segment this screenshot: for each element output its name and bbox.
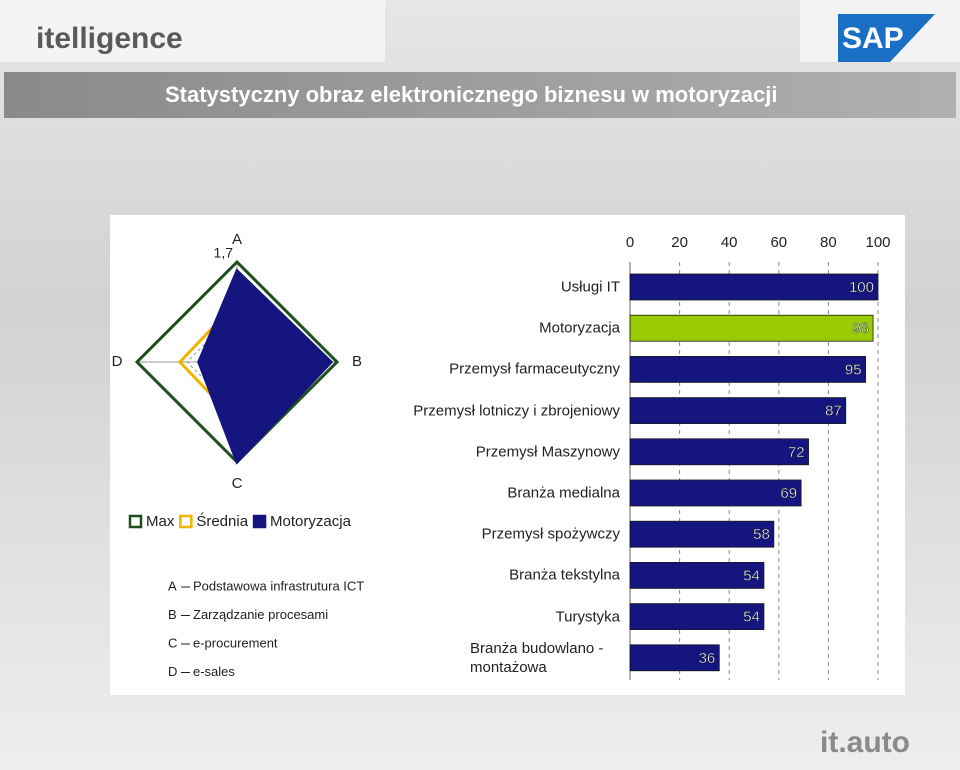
legend-swatch bbox=[252, 514, 267, 529]
sap-logo-shape bbox=[838, 14, 935, 62]
note-key: D bbox=[168, 664, 177, 679]
value-label: 87 bbox=[825, 403, 842, 420]
legend-swatch bbox=[128, 514, 143, 529]
value-label: 58 bbox=[753, 526, 770, 543]
x-tick-label: 100 bbox=[865, 234, 890, 251]
legend-label: Motoryzacja bbox=[270, 513, 352, 530]
value-label: 98 bbox=[852, 320, 869, 337]
note-text: Podstawowa infrastrutura ICT bbox=[193, 578, 364, 593]
bar bbox=[629, 438, 809, 466]
value-label: 69 bbox=[780, 485, 797, 502]
value-label: 100 bbox=[849, 279, 874, 296]
bar bbox=[629, 273, 879, 301]
logo-box bbox=[0, 0, 385, 62]
axis-label: A bbox=[232, 231, 242, 248]
category-label: Przemysł farmaceutyczny bbox=[449, 360, 620, 378]
note-key: A bbox=[168, 578, 177, 593]
note-text: e-sales bbox=[193, 664, 235, 679]
category-label: Przemysł Maszynowy bbox=[475, 443, 620, 461]
bar bbox=[629, 520, 775, 548]
bar bbox=[629, 644, 720, 672]
slide-title: Statystyczny obraz elektronicznego bizne… bbox=[165, 82, 778, 107]
x-tick-label: 80 bbox=[820, 234, 837, 251]
radial-tick-label: 1,7 bbox=[214, 245, 234, 261]
x-tick-label: 40 bbox=[721, 234, 738, 251]
bar bbox=[629, 603, 765, 630]
category-label: Turystyka bbox=[555, 608, 620, 626]
note-text: Zarządzanie procesami bbox=[193, 607, 328, 622]
x-tick-label: 0 bbox=[626, 234, 634, 251]
bar bbox=[629, 562, 765, 589]
category-label: Branża tekstylna bbox=[509, 566, 620, 584]
category-label: Przemysł spożywczy bbox=[481, 525, 620, 543]
value-label: 54 bbox=[743, 567, 760, 584]
category-label: Branża medialna bbox=[507, 484, 620, 502]
radar-series bbox=[197, 268, 334, 465]
legend-swatch bbox=[179, 514, 193, 529]
value-label: 54 bbox=[743, 609, 760, 626]
axis-label: C bbox=[232, 475, 243, 492]
value-label: 95 bbox=[845, 361, 862, 378]
note-text: e-procurement bbox=[193, 635, 278, 650]
logo-left: itelligence bbox=[36, 22, 183, 55]
bar bbox=[629, 314, 874, 342]
bar bbox=[629, 355, 867, 383]
axis-label: B bbox=[352, 353, 362, 370]
legend-label: Średnia bbox=[196, 512, 248, 530]
x-tick-label: 60 bbox=[770, 234, 787, 251]
axis-label: D bbox=[112, 353, 123, 370]
category-label: Branża budowlano - montażowa bbox=[470, 639, 604, 676]
value-label: 36 bbox=[699, 650, 716, 667]
category-label: Usługi IT bbox=[560, 278, 620, 296]
value-label: 72 bbox=[788, 444, 805, 461]
legend-label: Max bbox=[146, 513, 175, 530]
bar bbox=[629, 397, 847, 425]
note-key: B bbox=[168, 607, 177, 622]
category-label: Motoryzacja bbox=[539, 319, 620, 337]
title-band bbox=[4, 72, 956, 118]
grid-ring bbox=[186, 311, 288, 413]
logo-bottom: it.auto bbox=[820, 726, 910, 759]
logo-right: SAP bbox=[842, 22, 904, 55]
x-tick-label: 20 bbox=[671, 234, 688, 251]
bar bbox=[629, 479, 802, 507]
note-key: C bbox=[168, 635, 177, 650]
category-label: Przemysł lotniczy i zbrojeniowy bbox=[413, 402, 620, 420]
